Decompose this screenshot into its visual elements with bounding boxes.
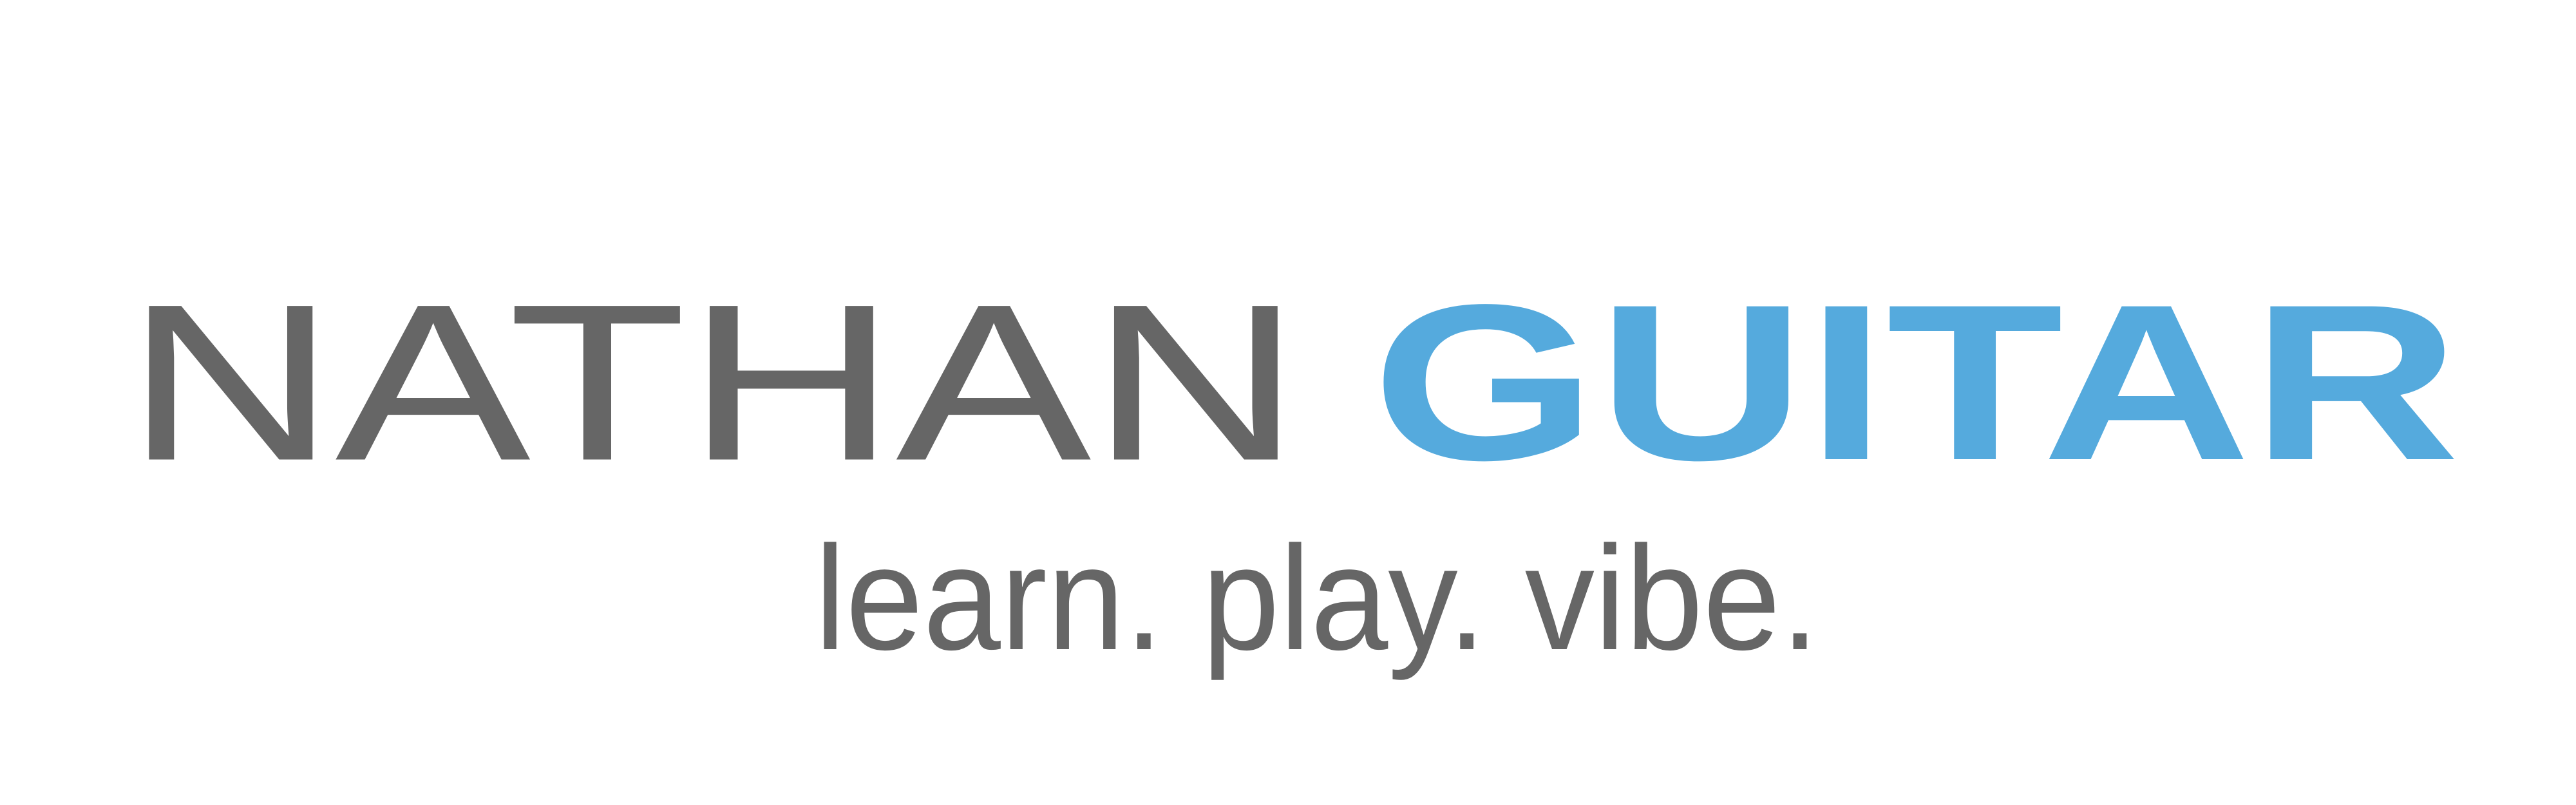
logo-second-word: GUITAR [1372,259,2460,507]
logo-tagline: learn. play. vibe. [815,515,1819,681]
logo-first-word: NATHAN [126,259,1301,507]
